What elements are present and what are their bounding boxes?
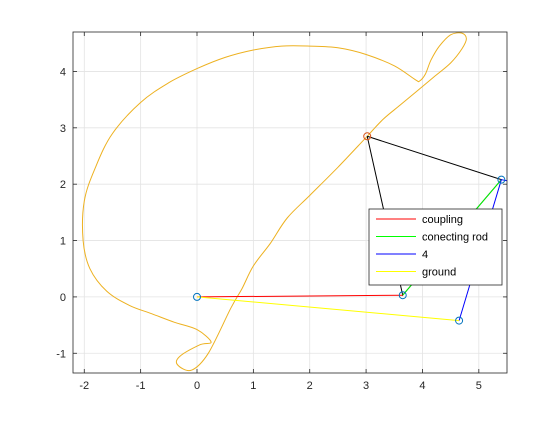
x-tick-label: 4 [419, 380, 425, 392]
x-tick-label: 0 [194, 380, 200, 392]
x-tick-label: -1 [136, 380, 146, 392]
legend-label: 4 [422, 249, 428, 261]
legend-label: coupling [422, 214, 463, 226]
legend-label: conecting rod [422, 232, 488, 244]
y-tick-label: 0 [60, 292, 66, 304]
y-tick-label: 2 [60, 179, 66, 191]
y-tick-label: 3 [60, 123, 66, 135]
legend-label: ground [422, 267, 456, 279]
y-tick-label: 4 [60, 66, 66, 78]
x-tick-label: 1 [250, 380, 256, 392]
plot-area [73, 32, 507, 373]
x-tick-label: -2 [79, 380, 89, 392]
x-tick-label: 3 [363, 380, 369, 392]
y-tick-label: 1 [60, 236, 66, 248]
x-tick-label: 2 [307, 380, 313, 392]
x-tick-label: 5 [476, 380, 482, 392]
y-tick-label: -1 [56, 348, 66, 360]
legend: coupling conecting rod 4 ground [369, 209, 502, 285]
